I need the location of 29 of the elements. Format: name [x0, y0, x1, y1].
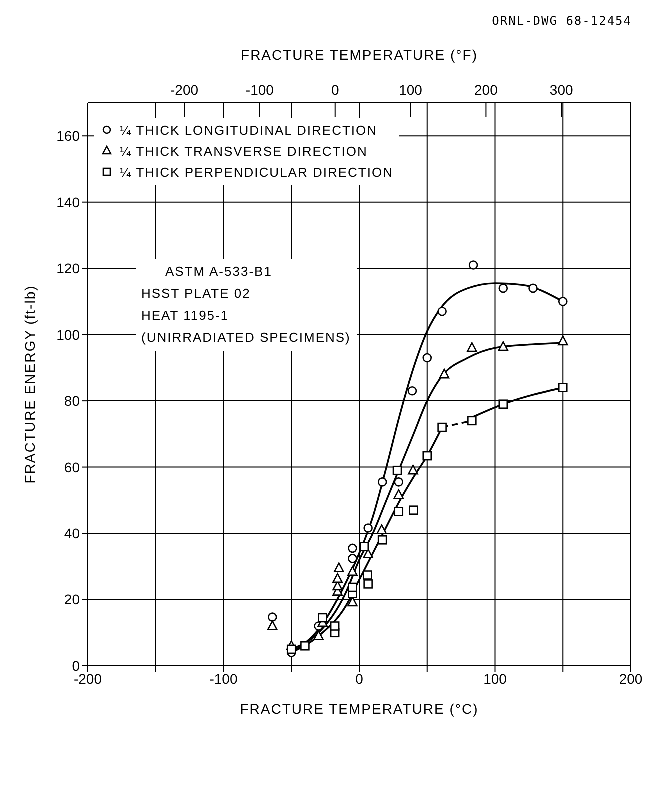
y-tick-label: 140: [56, 194, 80, 210]
legend-label: ¼ THICK PERPENDICULAR DIRECTION: [120, 164, 394, 180]
y-tick-label: 80: [64, 393, 80, 410]
y-tick-label: 20: [64, 592, 80, 608]
x-tick-label: 0: [356, 670, 364, 687]
x2-tick-label: 0: [331, 82, 340, 98]
annotation: ASTM A-533-B1: [164, 262, 274, 281]
x2-axis-title: FRACTURE TEMPERATURE (°F): [241, 46, 478, 63]
x2-tick-label: -200: [170, 82, 199, 98]
x2-tick-label: 100: [399, 82, 423, 98]
x2-tick-label: 300: [550, 82, 574, 98]
x2-tick-label: -100: [246, 82, 274, 98]
annotation: (UNIRRADIATED SPECIMENS): [142, 328, 351, 347]
x-axis-title: FRACTURE TEMPERATURE (°C): [240, 701, 479, 717]
y-tick-label: 160: [56, 128, 80, 144]
x-tick-label: -100: [210, 670, 238, 687]
y-tick-label: 120: [56, 260, 80, 277]
annotation: HSST PLATE 02: [142, 284, 252, 303]
text: ORNL-DWG 68-12454: [492, 14, 632, 28]
y-tick-label: 60: [64, 459, 80, 476]
x2-tick-label: 200: [474, 82, 498, 98]
x-tick-label: 200: [619, 670, 643, 687]
x-tick-label: 100: [484, 670, 508, 687]
y-axis-title: FRACTURE ENERGY (ft-lb): [22, 285, 38, 484]
legend-label: ¼ THICK LONGITUDINAL DIRECTION: [120, 122, 378, 138]
legend-label: ¼ THICK TRANSVERSE DIRECTION: [120, 144, 368, 159]
y-tick-label: 100: [56, 326, 80, 343]
annotation: HEAT 1195-1: [142, 306, 230, 325]
y-tick-label: 40: [64, 526, 80, 542]
